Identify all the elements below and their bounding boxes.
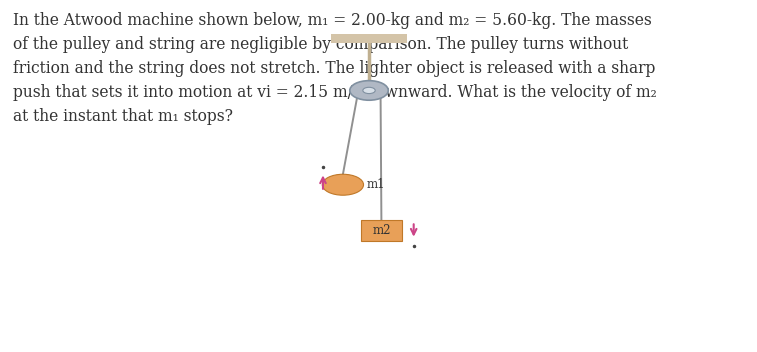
Text: m1: m1	[366, 178, 385, 191]
Text: In the Atwood machine shown below, m₁ = 2.00-kg and m₂ = 5.60-kg. The masses
of : In the Atwood machine shown below, m₁ = …	[13, 12, 657, 125]
Bar	[332, 33, 407, 43]
Circle shape	[322, 174, 363, 195]
Text: m2: m2	[372, 224, 391, 237]
Ellipse shape	[363, 87, 375, 94]
Bar	[361, 220, 402, 241]
Ellipse shape	[350, 81, 388, 100]
